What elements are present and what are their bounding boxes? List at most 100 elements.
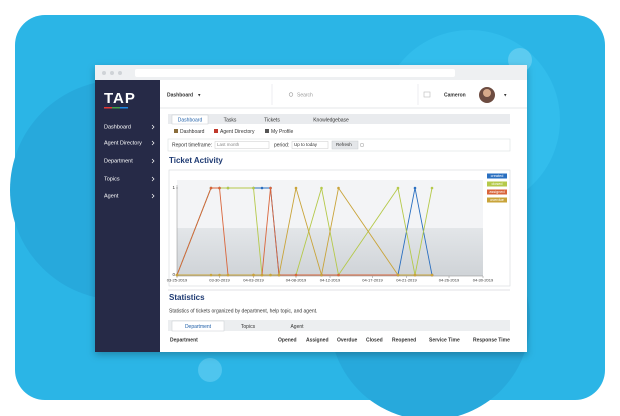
point <box>260 186 264 190</box>
sidebar-item[interactable]: Agent Directory <box>104 140 142 146</box>
point <box>226 186 230 190</box>
y-tick-label: 1 <box>172 185 175 190</box>
x-tick-label: 04-03-2019 <box>243 278 264 283</box>
tab[interactable]: Tickets <box>264 117 280 123</box>
tab[interactable]: Tasks <box>224 117 237 123</box>
search-icon <box>288 92 294 97</box>
chart-title: Ticket Activity <box>169 156 223 165</box>
legend-swatch <box>487 189 507 195</box>
stats-description: Statistics of tickets organized by depar… <box>169 308 317 314</box>
search[interactable]: Search <box>297 92 313 98</box>
chevron <box>151 140 155 146</box>
logo-stripe <box>112 107 120 109</box>
date-input-text: Last month <box>217 142 240 147</box>
period-select[interactable] <box>291 141 329 149</box>
series-line <box>176 187 432 276</box>
point <box>320 186 323 190</box>
chevron <box>151 176 155 182</box>
legend-swatch <box>487 197 507 203</box>
logo-stripe <box>120 107 128 109</box>
point <box>175 273 179 277</box>
x-tick-label: 03-25-2019 <box>167 278 188 283</box>
chevron <box>151 124 155 130</box>
point <box>337 273 340 277</box>
subtab[interactable]: Dashboard <box>180 129 205 135</box>
legend-label: assigned <box>489 190 504 194</box>
tab[interactable]: Knowledgebase <box>313 117 349 123</box>
dot <box>110 71 114 75</box>
caret: ▾ <box>504 92 507 98</box>
legend-label: closed <box>492 182 503 186</box>
mail-icon[interactable] <box>423 91 431 98</box>
legend-label: created <box>491 174 504 178</box>
point <box>226 273 230 277</box>
point <box>252 186 255 190</box>
y-tick-label: 0 <box>172 272 175 277</box>
subtab-icon <box>265 129 269 133</box>
column-header: Response Time <box>473 337 510 343</box>
x-tick-label: 04-17-2019 <box>362 278 383 283</box>
bubble <box>198 358 222 382</box>
point <box>269 273 272 277</box>
point <box>252 273 255 277</box>
stats-tab[interactable]: Department <box>185 324 212 330</box>
column-header: Assigned <box>306 337 329 343</box>
point <box>430 273 434 277</box>
point <box>218 273 221 277</box>
period-label: period: <box>274 142 289 148</box>
subtab-icon <box>214 129 218 133</box>
point <box>413 186 417 190</box>
user-name[interactable]: Cameron <box>444 92 466 98</box>
tab[interactable]: Dashboard <box>178 117 203 123</box>
x-tick-label: 04-26-2019 <box>439 278 460 283</box>
point <box>396 186 400 190</box>
point <box>396 273 400 277</box>
chevron <box>151 193 155 199</box>
menu[interactable]: Dashboard <box>167 92 193 98</box>
column-header: Closed <box>366 337 383 343</box>
logo: TAP <box>104 90 136 107</box>
filter-label: Report timeframe: <box>172 142 212 148</box>
subtab-icon <box>174 129 178 133</box>
point <box>209 186 213 190</box>
stats-tab[interactable]: Agent <box>290 324 304 330</box>
refresh-button[interactable] <box>331 140 359 150</box>
sidebar-item[interactable]: Agent <box>104 193 119 199</box>
sidebar-item[interactable]: Topics <box>104 176 120 182</box>
x-tick-label: 03-30-2019 <box>209 278 230 283</box>
point <box>430 186 434 190</box>
point <box>260 273 264 277</box>
help-icon[interactable] <box>359 142 365 148</box>
refresh-label: Refresh <box>336 142 352 147</box>
point <box>209 273 213 277</box>
point <box>294 273 298 277</box>
date-input[interactable] <box>214 141 270 149</box>
subtab[interactable]: My Profile <box>271 129 293 135</box>
column-header: Service Time <box>429 337 460 343</box>
legend-swatch <box>487 173 507 179</box>
sidebar-item[interactable]: Department <box>104 158 133 164</box>
column-header: Opened <box>278 337 297 343</box>
stats-tab[interactable]: Topics <box>241 324 256 330</box>
point <box>218 186 221 190</box>
avatar-face <box>483 89 491 97</box>
subtab[interactable]: Agent Directory <box>220 129 255 135</box>
sidebar-item[interactable]: Dashboard <box>104 124 131 130</box>
stats-tab-active <box>171 320 225 332</box>
stats-title: Statistics <box>169 293 205 302</box>
sidebar <box>95 80 160 352</box>
point <box>277 273 281 277</box>
dot <box>102 71 106 75</box>
point <box>269 186 272 190</box>
x-tick-label: 04-08-2019 <box>286 278 307 283</box>
chevron <box>151 158 155 164</box>
x-tick-label: 04-21-2019 <box>396 278 417 283</box>
point <box>337 186 340 190</box>
tab-active <box>171 114 209 125</box>
point <box>320 273 323 277</box>
x-tick-label: 04-30-2019 <box>473 278 494 283</box>
dot <box>118 71 122 75</box>
column-header: Department <box>170 337 198 343</box>
